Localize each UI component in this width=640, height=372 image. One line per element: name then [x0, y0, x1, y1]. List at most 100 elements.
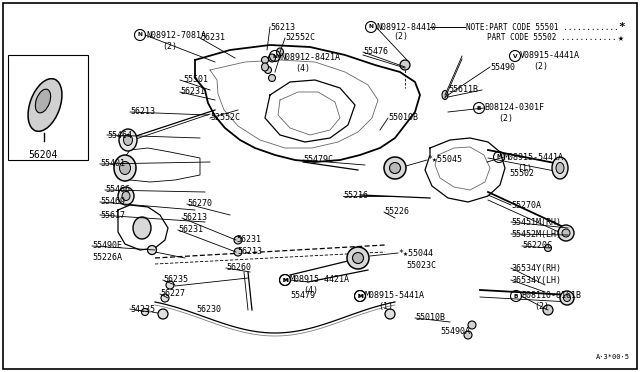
Ellipse shape — [552, 157, 568, 179]
Text: V: V — [513, 54, 517, 58]
Ellipse shape — [120, 161, 131, 174]
Text: 56213: 56213 — [130, 108, 155, 116]
Ellipse shape — [347, 247, 369, 269]
Ellipse shape — [234, 236, 242, 244]
Text: (2): (2) — [393, 32, 408, 42]
Text: *★55044: *★55044 — [398, 248, 433, 257]
Text: 55226A: 55226A — [92, 253, 122, 263]
Text: 56231: 56231 — [200, 33, 225, 42]
Text: 54235: 54235 — [130, 305, 155, 314]
Ellipse shape — [161, 294, 169, 302]
Text: B: B — [514, 294, 518, 298]
Text: 55401: 55401 — [100, 160, 125, 169]
Ellipse shape — [262, 63, 269, 71]
Text: NOTE:PART CODE 55501 ............: NOTE:PART CODE 55501 ............ — [466, 22, 619, 32]
Ellipse shape — [442, 90, 448, 99]
Text: 56235: 56235 — [163, 276, 188, 285]
Text: M08915-5441A: M08915-5441A — [365, 292, 425, 301]
Bar — [8, 55, 88, 160]
Ellipse shape — [464, 331, 472, 339]
Text: 55479: 55479 — [290, 292, 315, 301]
Text: M08915-4421A: M08915-4421A — [290, 276, 350, 285]
Text: B08124-0301F: B08124-0301F — [484, 103, 544, 112]
Text: 56231: 56231 — [178, 225, 203, 234]
Text: 36534Y(RH): 36534Y(RH) — [511, 263, 561, 273]
Ellipse shape — [124, 135, 132, 145]
Ellipse shape — [158, 309, 168, 319]
Ellipse shape — [558, 225, 574, 241]
Ellipse shape — [543, 305, 553, 315]
Text: 55010B: 55010B — [415, 314, 445, 323]
Text: PART CODE 55502 ............: PART CODE 55502 ............ — [487, 33, 616, 42]
Ellipse shape — [385, 309, 395, 319]
Text: M08915-5441A: M08915-5441A — [504, 153, 564, 161]
Text: N08912-84410: N08912-84410 — [376, 22, 436, 32]
Text: 56230: 56230 — [196, 305, 221, 314]
Ellipse shape — [28, 78, 62, 131]
Text: 56270: 56270 — [187, 199, 212, 208]
Text: 55501: 55501 — [183, 76, 208, 84]
Text: 55464: 55464 — [107, 131, 132, 140]
Text: 52552C: 52552C — [210, 113, 240, 122]
Text: 55490E: 55490E — [92, 241, 122, 250]
Text: 55469: 55469 — [100, 198, 125, 206]
Text: N08912-8421A: N08912-8421A — [280, 52, 340, 61]
Ellipse shape — [269, 54, 275, 62]
Text: 56213: 56213 — [270, 22, 295, 32]
Text: 55270A: 55270A — [511, 201, 541, 209]
Text: ★: ★ — [618, 33, 624, 43]
Text: M: M — [496, 154, 502, 160]
Text: 56213: 56213 — [182, 214, 207, 222]
Ellipse shape — [556, 163, 564, 173]
Text: (2): (2) — [534, 302, 549, 311]
Text: B: B — [477, 106, 481, 110]
Text: 56260: 56260 — [226, 263, 251, 273]
Text: 55490A: 55490A — [440, 327, 470, 337]
Text: 56204: 56204 — [28, 150, 58, 160]
Ellipse shape — [353, 253, 364, 263]
Text: 56231: 56231 — [180, 87, 205, 96]
Text: 56227: 56227 — [160, 289, 185, 298]
Text: N08912-7081A: N08912-7081A — [146, 31, 206, 39]
Text: (2): (2) — [533, 62, 548, 71]
Text: N: N — [369, 25, 373, 29]
Text: M: M — [282, 278, 288, 282]
Text: 55216: 55216 — [343, 192, 368, 201]
Ellipse shape — [166, 281, 174, 289]
Text: 55023C: 55023C — [406, 260, 436, 269]
Text: (4): (4) — [295, 64, 310, 73]
Text: 55451M(RH): 55451M(RH) — [511, 218, 561, 227]
Ellipse shape — [562, 229, 570, 237]
Ellipse shape — [545, 244, 552, 251]
Ellipse shape — [141, 308, 148, 315]
Ellipse shape — [269, 74, 275, 81]
Text: 55010B: 55010B — [388, 113, 418, 122]
Ellipse shape — [234, 248, 242, 256]
Text: (4): (4) — [303, 286, 318, 295]
Ellipse shape — [114, 155, 136, 181]
Text: B08110-8161B: B08110-8161B — [521, 292, 581, 301]
Ellipse shape — [384, 157, 406, 179]
Text: N: N — [273, 54, 277, 58]
Text: 55490: 55490 — [490, 62, 515, 71]
Text: 56213: 56213 — [237, 247, 262, 257]
Text: 56231: 56231 — [236, 235, 261, 244]
Text: N: N — [138, 32, 143, 38]
Ellipse shape — [122, 192, 130, 201]
Text: M: M — [282, 278, 288, 282]
Text: M: M — [357, 294, 363, 298]
Ellipse shape — [35, 89, 51, 113]
Ellipse shape — [119, 129, 137, 151]
Text: 52552C: 52552C — [285, 33, 315, 42]
Ellipse shape — [390, 163, 401, 173]
Ellipse shape — [118, 187, 134, 205]
Text: (1): (1) — [378, 302, 393, 311]
Text: 55611B: 55611B — [448, 86, 478, 94]
Ellipse shape — [147, 246, 157, 254]
Ellipse shape — [468, 321, 476, 329]
Ellipse shape — [560, 291, 574, 305]
Text: *: * — [618, 22, 625, 32]
Text: A·3*00·5: A·3*00·5 — [596, 354, 630, 360]
Text: 55617: 55617 — [100, 211, 125, 219]
Text: 55452M(LH): 55452M(LH) — [511, 230, 561, 238]
